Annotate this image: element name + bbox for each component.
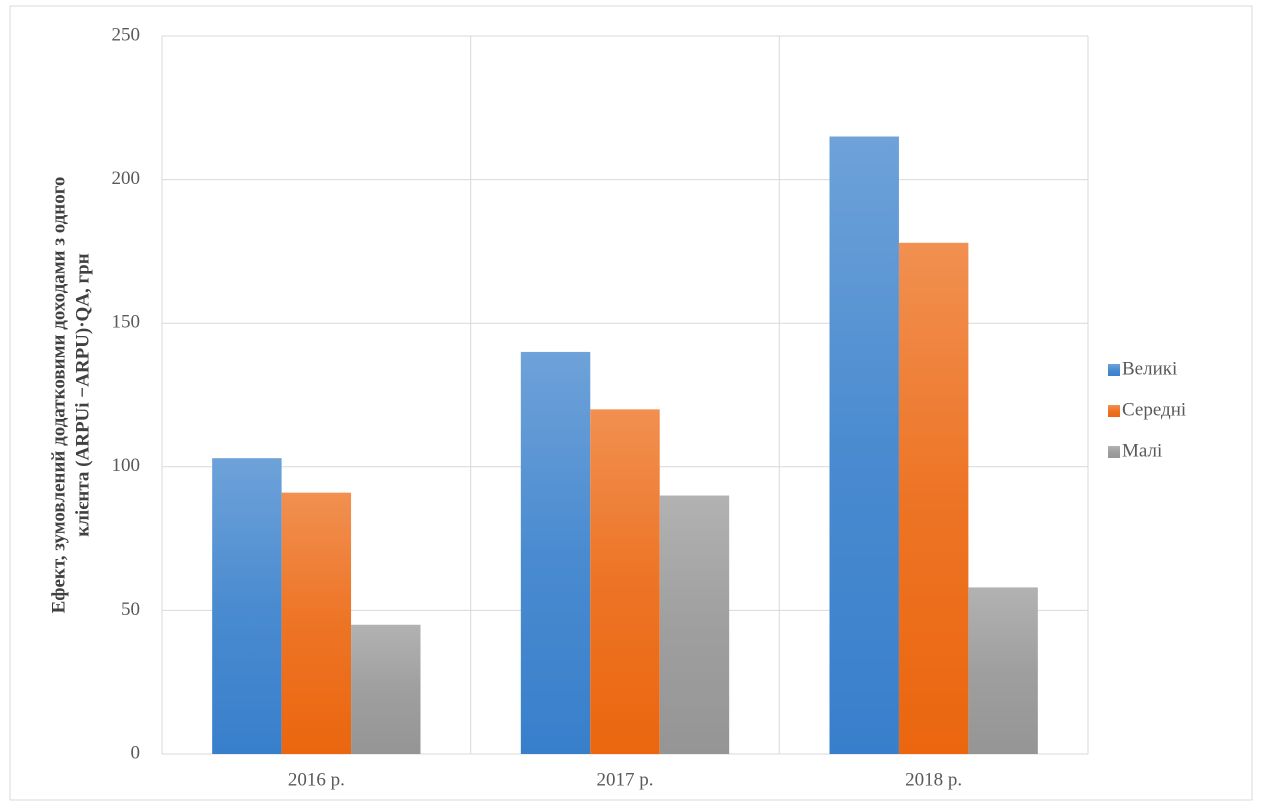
bar	[968, 587, 1038, 754]
legend-swatch	[1108, 405, 1120, 417]
y-tick-label: 250	[112, 24, 141, 45]
legend-swatch	[1108, 364, 1120, 376]
bar	[351, 624, 421, 754]
bar	[281, 492, 352, 754]
y-axis-title-line: Ефект, зумовлений додатковими доходами з…	[48, 177, 69, 614]
x-tick-label: 2016 р.	[288, 769, 345, 790]
bar	[829, 136, 899, 754]
legend-label: Середні	[1122, 399, 1186, 420]
y-tick-label: 0	[131, 742, 141, 763]
y-axis-title-line: клієнта (ARPUi −ARPU)·QA, грн	[72, 253, 93, 536]
y-tick-label: 50	[121, 599, 140, 620]
x-tick-label: 2018 р.	[905, 769, 962, 790]
y-tick-label: 150	[112, 312, 141, 333]
legend-label: Малі	[1122, 440, 1162, 461]
bar	[520, 351, 591, 754]
y-tick-label: 100	[112, 455, 141, 476]
legend-label: Великі	[1122, 358, 1177, 379]
bar	[659, 495, 730, 754]
y-axis-title: Ефект, зумовлений додатковими доходами з…	[48, 177, 93, 614]
bar	[212, 458, 282, 754]
bar	[898, 242, 969, 754]
legend-swatch	[1108, 446, 1120, 458]
x-tick-label: 2017 р.	[597, 769, 654, 790]
bar	[590, 409, 660, 754]
y-tick-label: 200	[112, 168, 141, 189]
